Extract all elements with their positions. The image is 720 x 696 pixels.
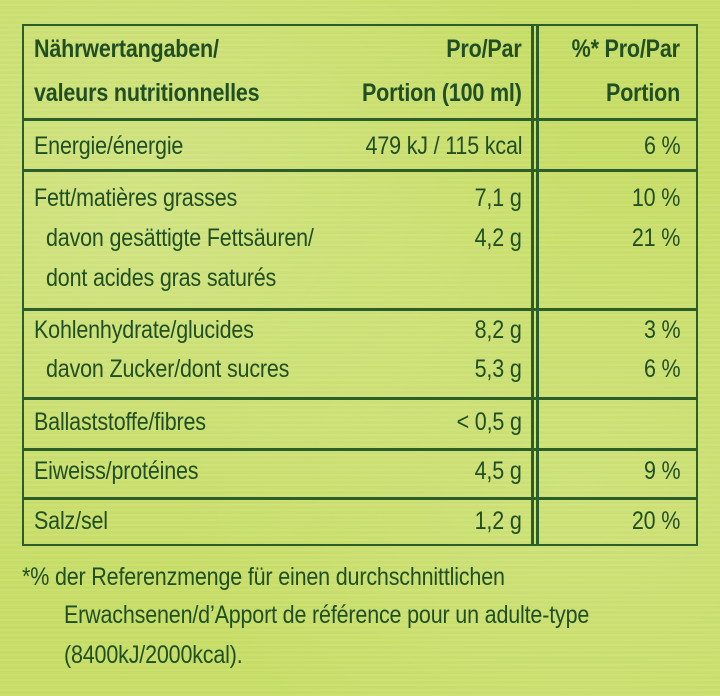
row-saturated-value: 4,2 g [475, 224, 522, 252]
row-protein-percent: 9 % [643, 457, 680, 485]
row-protein-value: 4,5 g [475, 457, 522, 485]
row-protein-name: Eiweiss/protéines [34, 457, 199, 485]
header-label-fr: valeurs nutritionnelles [34, 79, 260, 107]
row-sugar-percent: 6 % [643, 355, 680, 383]
row-energy-value: 479 kJ / 115 kcal [365, 132, 522, 160]
row-carbs-name: Kohlenhydrate/glucides [34, 316, 254, 344]
row-sugar-name: davon Zucker/dont sucres [46, 355, 290, 383]
column-divider-1 [531, 26, 534, 544]
row-carbs-percent: 3 % [643, 316, 680, 344]
row-salt-percent: 20 % [631, 507, 680, 535]
row-divider-header [24, 118, 696, 121]
row-saturated-percent: 21 % [631, 224, 680, 252]
row-energy-name: Energie/énergie [34, 132, 184, 160]
nutrition-table: Nährwertangaben/ valeurs nutritionnelles… [22, 24, 698, 546]
row-saturated-name: davon gesättigte Fettsäuren/ [46, 224, 314, 252]
row-divider-protein [24, 497, 696, 500]
row-carbs-value: 8,2 g [475, 316, 522, 344]
row-salt-name: Salz/sel [34, 507, 108, 535]
row-divider-fat [24, 308, 696, 311]
row-fat-name: Fett/matières grasses [34, 184, 238, 212]
footnote-line-1: *% der Referenzmenge für einen durchschn… [22, 563, 505, 591]
row-salt-value: 1,2 g [475, 507, 522, 535]
row-divider-carbs [24, 397, 696, 400]
row-energy-percent: 6 % [643, 132, 680, 160]
row-fibre-value: < 0,5 g [456, 408, 522, 436]
row-divider-energy [24, 169, 696, 172]
header-percent-portion: Portion [605, 79, 680, 107]
footnote-line-3: (8400kJ/2000kcal). [64, 641, 243, 669]
row-saturated-name-fr: dont acides gras saturés [46, 264, 277, 292]
header-percent: %* Pro/Par [571, 35, 680, 63]
row-fat-value: 7,1 g [475, 184, 522, 212]
footnote-line-2: Erwachsenen/d’Apport de référence pour u… [64, 601, 590, 629]
row-divider-fibre [24, 448, 696, 451]
header-portion-size: Portion (100 ml) [362, 79, 522, 107]
column-divider-2 [536, 24, 539, 546]
header-label-de: Nährwertangaben/ [34, 35, 219, 63]
row-sugar-value: 5,3 g [475, 355, 522, 383]
header-per-portion: Pro/Par [446, 35, 522, 63]
row-fibre-name: Ballaststoffe/fibres [34, 408, 206, 436]
row-fat-percent: 10 % [631, 184, 680, 212]
